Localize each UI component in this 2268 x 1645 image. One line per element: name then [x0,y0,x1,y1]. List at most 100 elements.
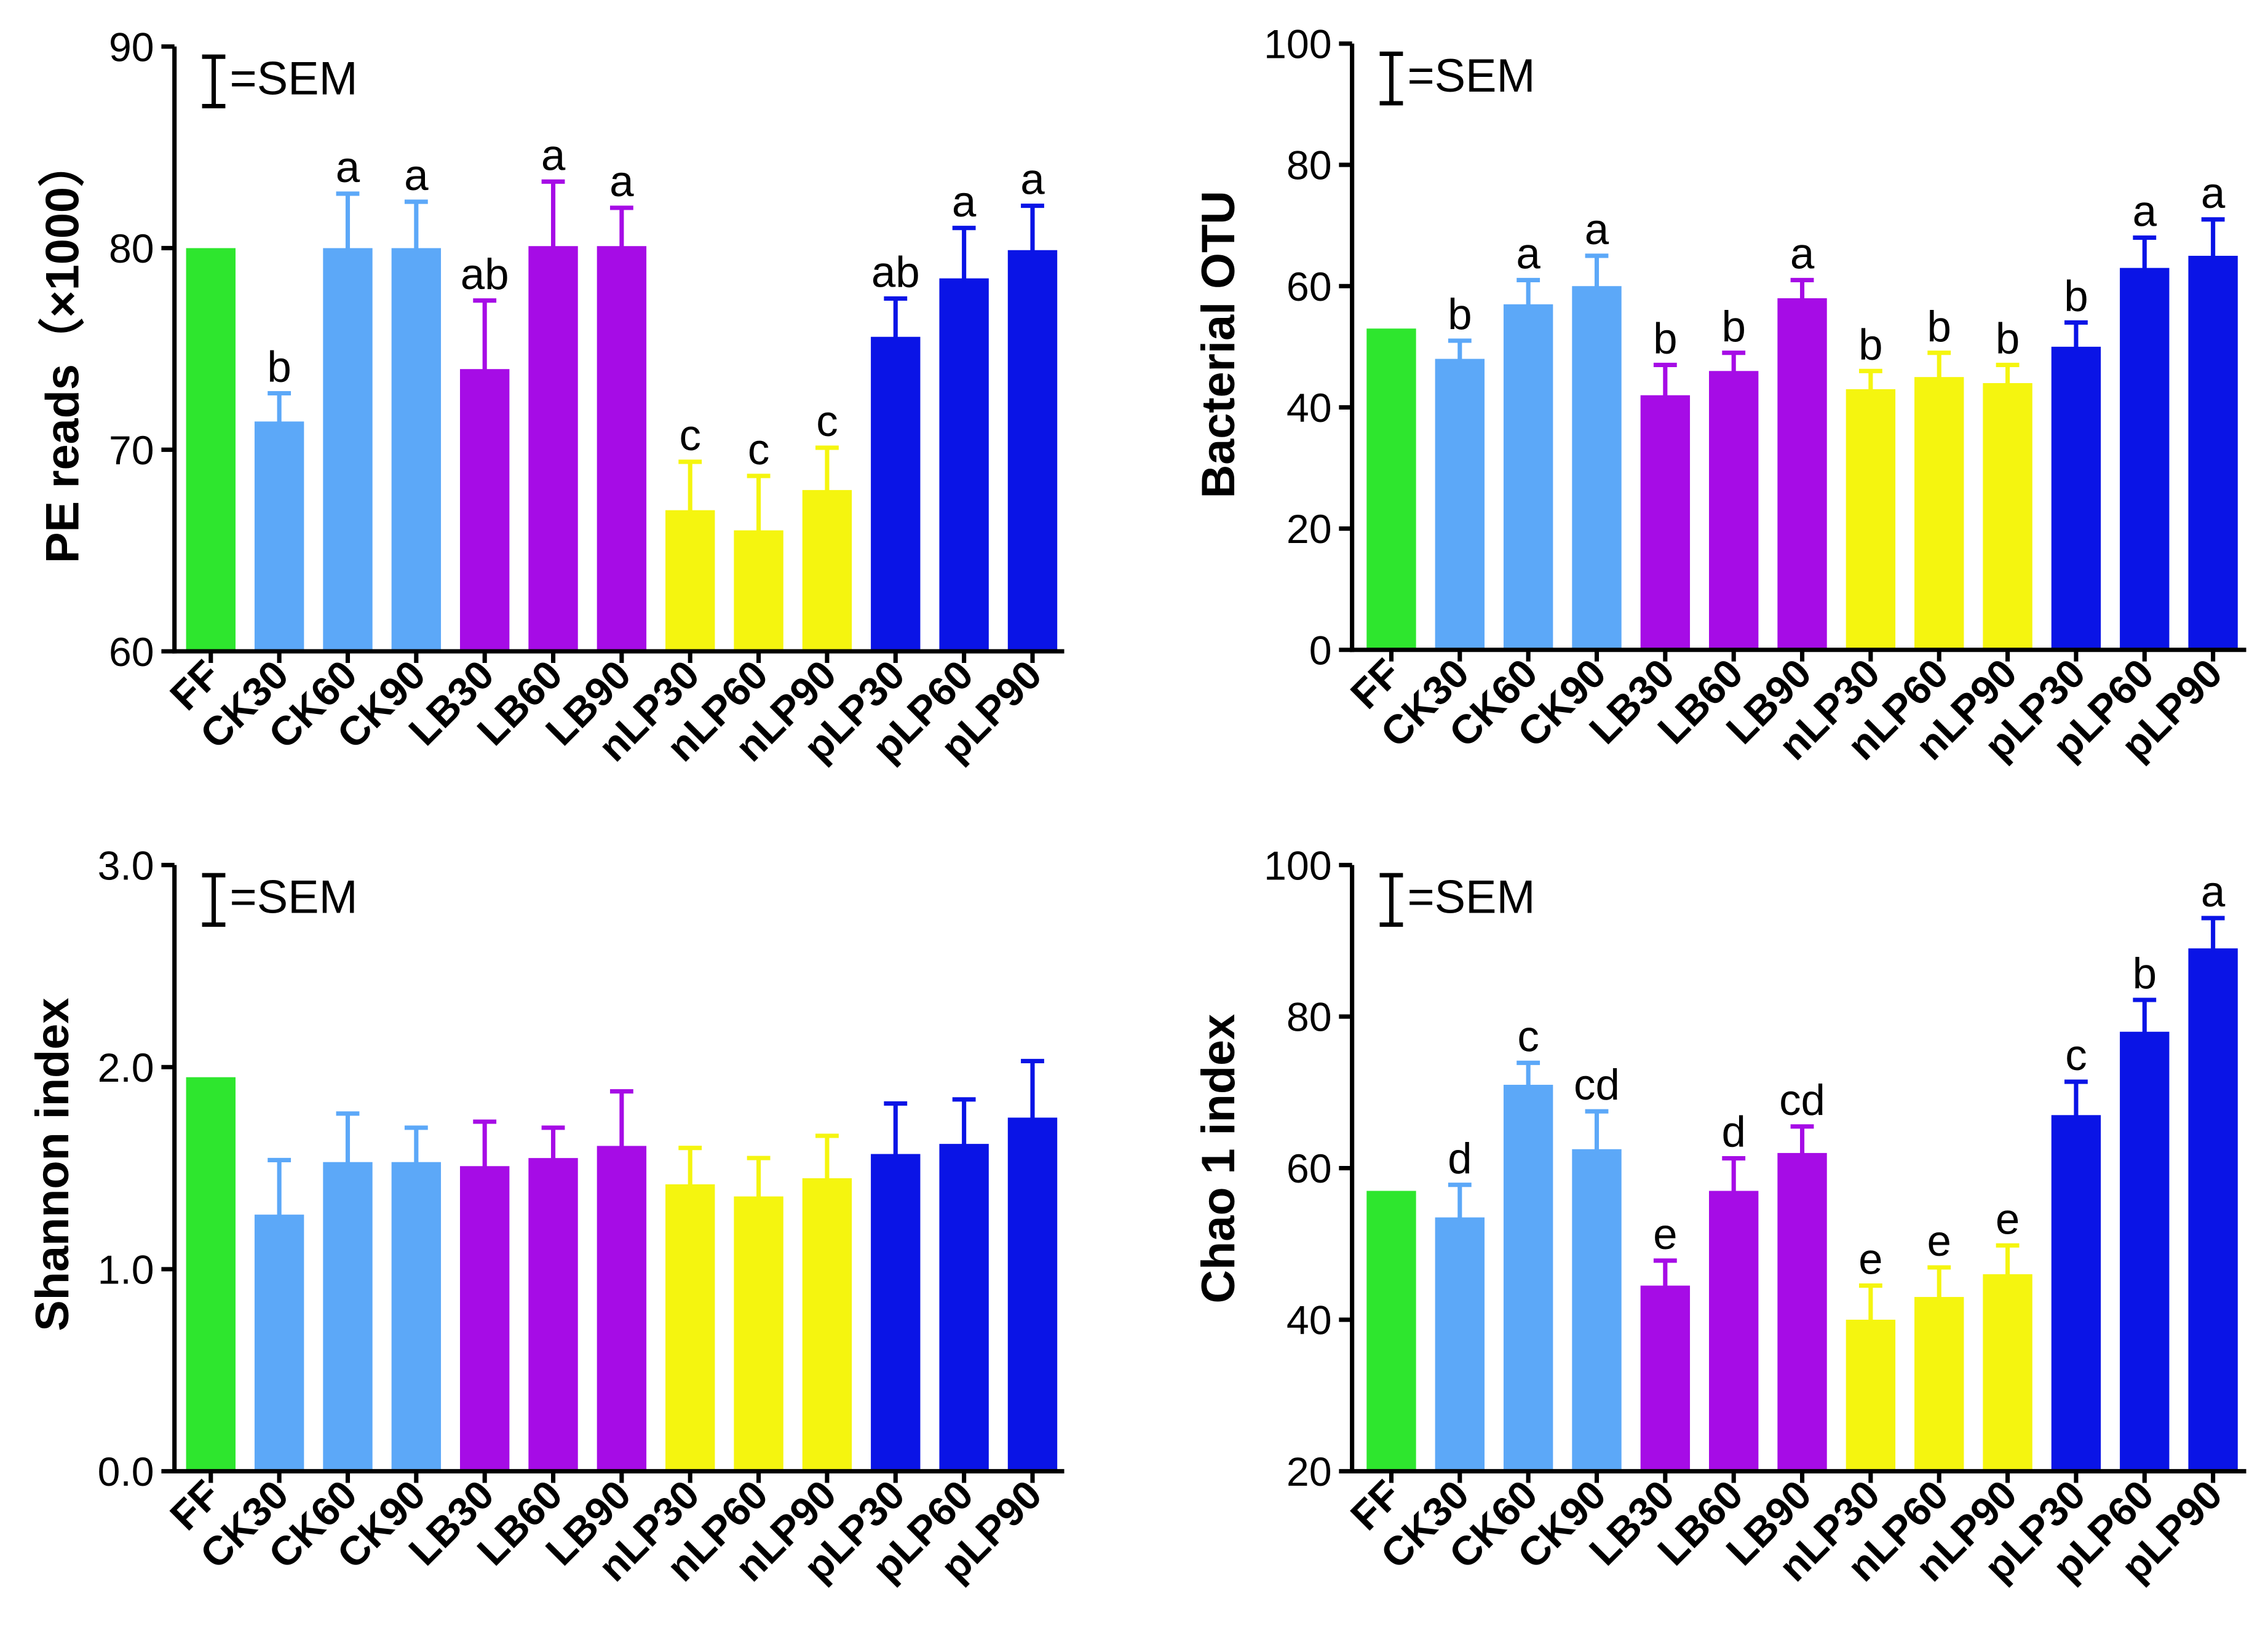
error-bar-plp30 [2064,1079,2088,1117]
bar-ck90 [391,248,442,652]
significance-letter-ck90: a [404,151,429,200]
significance-letter-lb30: e [1653,1210,1677,1259]
bar-plp30 [2051,346,2101,650]
bar-ck60 [323,248,373,652]
bar-lb60 [1709,371,1759,650]
y-axis-title: Shannon index [27,998,79,1331]
significance-letter-lb90: a [609,157,634,206]
bar-lb30 [460,369,510,652]
error-bar-nlp90 [815,445,839,492]
bar-nlp90 [1983,1274,2032,1472]
bar-lb30 [1640,1285,1691,1472]
bar-nlp30 [665,1184,715,1472]
error-bar-plp30 [2064,320,2088,349]
y-tick-label: 40 [1287,1298,1332,1344]
bar-plp90 [2188,948,2238,1472]
error-bar-lb30 [473,1119,497,1168]
y-tick-label: 60 [109,630,154,675]
y-tick-label: 20 [1287,1449,1332,1495]
bar-lb30 [1640,395,1691,650]
bar-ck60 [1503,304,1553,650]
sem-icon [202,54,226,109]
bar-plp30 [871,336,921,652]
error-bar-nlp60 [1927,351,1951,379]
y-axis-title: Bacterial OTU [1193,191,1245,498]
bar-plp90 [2188,255,2238,650]
significance-letter-plp60: a [952,178,977,226]
y-tick-label: 60 [1287,1146,1332,1192]
y-tick-label: 0 [1309,628,1332,673]
significance-letter-lb60: b [1721,303,1745,351]
y-axis-title: PE reads（×1000） [38,140,89,563]
shannon-index-chart: FFCK30CK60CK90LB30LB60LB90nLP30nLP60nLP9… [27,843,1065,1590]
significance-letter-plp90: a [1020,156,1045,204]
bar-lb90 [597,1146,647,1472]
error-bar-nlp30 [1858,368,1882,391]
error-bar-plp60 [2133,235,2157,270]
bar-nlp30 [665,510,715,652]
bar-plp60 [939,1144,989,1472]
y-tick-label: 100 [1264,22,1331,68]
error-bar-lb60 [1722,1155,1746,1192]
error-bar-nlp90 [1996,362,2020,385]
bar-plp60 [2120,268,2170,650]
error-bar-lb30 [1653,362,1677,397]
sem-icon [202,873,226,927]
bar-nlp90 [802,1178,852,1472]
y-tick-label: 0.0 [98,1449,154,1495]
bar-ff [1366,1191,1416,1472]
significance-letter-lb90: a [1790,229,1815,278]
significance-letter-ck90: a [1585,205,1609,254]
bar-ck90 [1572,1149,1622,1472]
error-bar-nlp30 [1858,1283,1882,1322]
error-bar-nlp90 [815,1133,839,1180]
y-tick-label: 60 [1287,264,1332,310]
pe-reads-chart: FFbCK30aCK60aCK90abLB30aLB60aLB90cnLP30c… [38,25,1065,771]
sem-legend: =SEM [1379,50,1536,106]
error-bar-ck60 [1517,277,1540,306]
significance-letter-nlp90: b [1996,315,2020,363]
significance-letter-ck30: d [1448,1135,1472,1183]
error-bar-nlp30 [678,459,702,512]
error-bar-plp90 [1021,204,1044,252]
error-bar-plp90 [2201,217,2225,258]
y-tick-label: 80 [1287,995,1332,1041]
bar-plp90 [1007,250,1058,652]
significance-letter-nlp90: c [816,397,838,446]
significance-letter-lb30: b [1653,315,1677,363]
bar-ck30 [1435,359,1485,650]
bar-lb90 [1777,298,1827,650]
sem-legend-label: =SEM [1407,50,1535,102]
y-tick-label: 40 [1287,386,1332,431]
sem-legend-label: =SEM [1407,872,1535,924]
bar-nlp30 [1846,1320,1896,1472]
error-bar-ck90 [404,199,428,250]
significance-letter-ck90: cd [1574,1061,1620,1109]
error-bar-ck90 [404,1125,428,1164]
error-bar-lb60 [541,179,565,248]
significance-letter-nlp30: e [1858,1235,1882,1284]
significance-letter-plp90: a [2201,169,2226,218]
bar-ck90 [1572,286,1622,650]
significance-letter-nlp60: e [1927,1217,1951,1266]
bar-plp60 [939,278,989,652]
bar-ff [186,248,236,652]
sem-icon [1379,873,1403,927]
bar-ck30 [254,421,304,652]
significance-letter-plp60: a [2133,187,2157,236]
significance-letter-lb60: d [1721,1108,1745,1157]
bar-ck60 [1503,1085,1553,1472]
bar-lb60 [528,246,578,652]
significance-letter-nlp30: b [1858,320,1882,369]
bar-plp30 [871,1154,921,1472]
sem-legend: =SEM [1379,872,1536,927]
error-bar-plp60 [952,1097,976,1146]
error-bar-lb90 [609,205,633,248]
error-bar-plp30 [884,296,908,339]
significance-letter-nlp90: e [1996,1195,2020,1243]
y-tick-label: 80 [109,226,154,272]
bacterial-otu-chart: FFbCK30aCK60aCK90bLB30bLB60aLB90bnLP30bn… [1193,22,2246,769]
bar-ck30 [254,1215,304,1472]
significance-letter-plp60: b [2133,949,2157,998]
sem-legend: =SEM [202,54,358,109]
